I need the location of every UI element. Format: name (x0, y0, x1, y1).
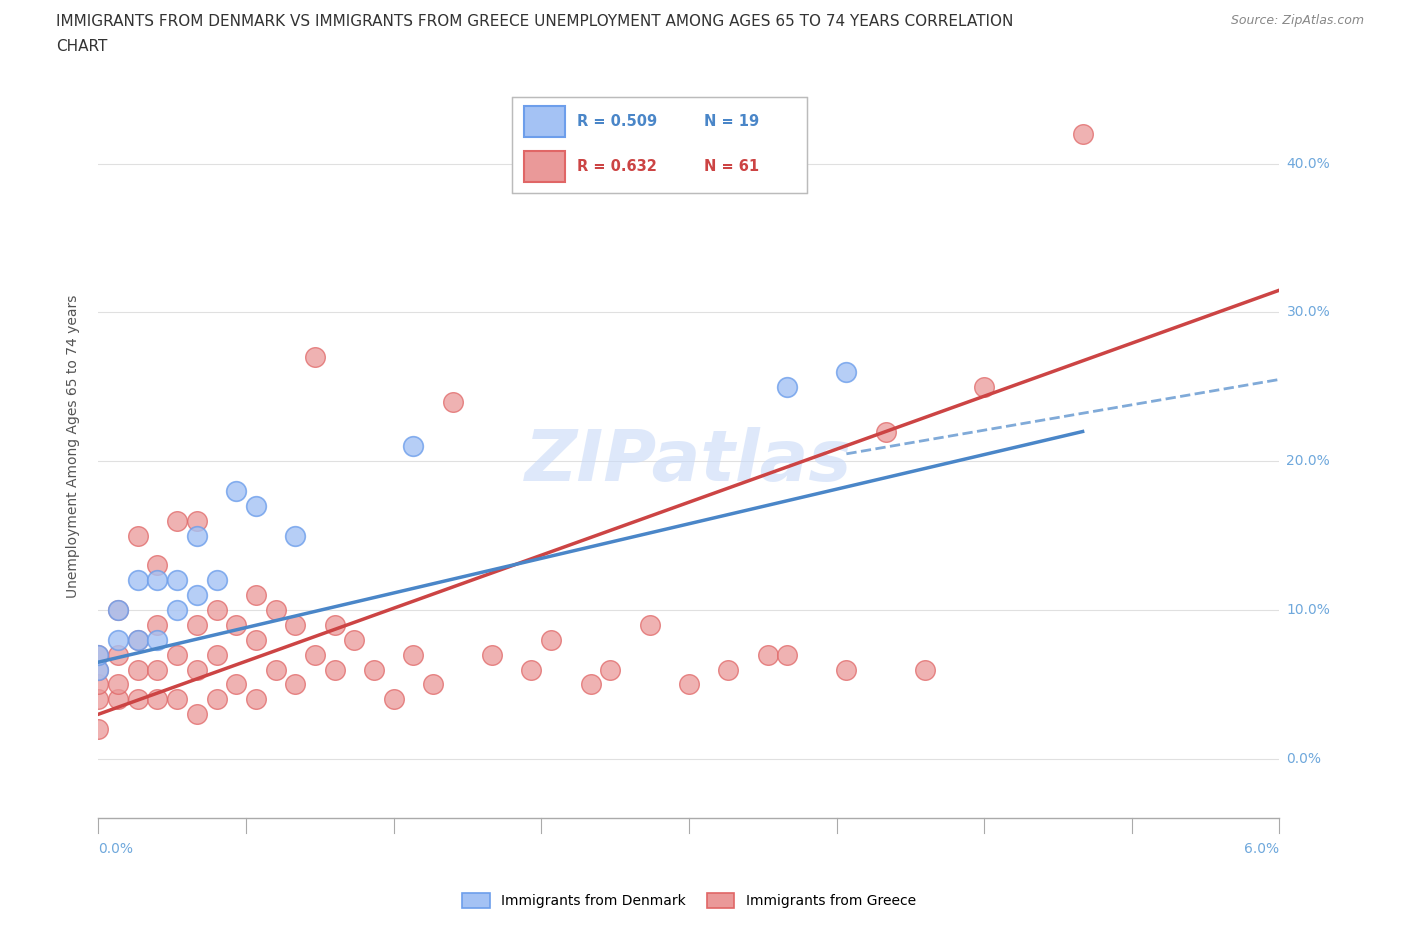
Point (87, 722, 110, 737)
Point (127, 632, 149, 647)
Text: 0.0%: 0.0% (1286, 751, 1322, 766)
Text: Source: ZipAtlas.com: Source: ZipAtlas.com (1230, 14, 1364, 27)
Point (678, 677, 700, 692)
Point (186, 662, 208, 677)
Point (166, 647, 188, 662)
Point (579, 677, 602, 692)
Point (107, 603, 129, 618)
Point (186, 528, 208, 543)
Point (284, 528, 307, 543)
Point (107, 677, 129, 692)
Text: IMMIGRANTS FROM DENMARK VS IMMIGRANTS FROM GREECE UNEMPLOYMENT AMONG AGES 65 TO : IMMIGRANTS FROM DENMARK VS IMMIGRANTS FR… (56, 14, 1014, 29)
Point (127, 662, 149, 677)
Point (441, 394, 464, 409)
Legend: Immigrants from Denmark, Immigrants from Greece: Immigrants from Denmark, Immigrants from… (457, 888, 921, 914)
Point (127, 528, 149, 543)
Text: 0.0%: 0.0% (98, 842, 134, 856)
Point (87, 662, 110, 677)
Text: 10.0%: 10.0% (1286, 603, 1330, 618)
Point (186, 588, 208, 603)
Point (323, 662, 346, 677)
Point (205, 647, 228, 662)
Point (382, 692, 405, 707)
Point (127, 692, 149, 707)
Point (875, 424, 897, 439)
Point (87, 677, 110, 692)
Point (363, 662, 385, 677)
Point (776, 647, 799, 662)
Point (835, 662, 858, 677)
Point (107, 603, 129, 618)
Point (1071, 126, 1094, 141)
Point (186, 707, 208, 722)
Point (835, 365, 858, 379)
Point (107, 647, 129, 662)
Text: 40.0%: 40.0% (1286, 156, 1330, 171)
Point (146, 632, 169, 647)
Point (245, 692, 267, 707)
Point (87, 662, 110, 677)
Point (422, 677, 444, 692)
Point (304, 350, 326, 365)
Point (205, 603, 228, 618)
Point (717, 662, 740, 677)
Point (520, 662, 543, 677)
Point (323, 618, 346, 632)
Point (284, 618, 307, 632)
Text: CHART: CHART (56, 39, 108, 54)
Point (87, 647, 110, 662)
Point (402, 439, 425, 454)
Point (599, 662, 621, 677)
Point (205, 692, 228, 707)
Point (264, 603, 287, 618)
Point (186, 513, 208, 528)
Point (107, 692, 129, 707)
Point (166, 603, 188, 618)
Point (245, 588, 267, 603)
Point (264, 662, 287, 677)
Point (87, 647, 110, 662)
Point (284, 677, 307, 692)
Point (973, 379, 995, 394)
Point (127, 573, 149, 588)
Point (166, 573, 188, 588)
Point (914, 662, 936, 677)
Point (225, 618, 247, 632)
Point (186, 618, 208, 632)
Point (146, 692, 169, 707)
Point (205, 573, 228, 588)
Point (481, 647, 503, 662)
Point (107, 632, 129, 647)
Point (776, 379, 799, 394)
Point (756, 647, 779, 662)
Point (87, 692, 110, 707)
Point (402, 647, 425, 662)
Point (146, 618, 169, 632)
Point (127, 632, 149, 647)
Point (343, 632, 366, 647)
Point (146, 573, 169, 588)
Text: 30.0%: 30.0% (1286, 305, 1330, 320)
Point (638, 618, 661, 632)
Point (304, 647, 326, 662)
Text: ZIPatlas: ZIPatlas (526, 427, 852, 496)
Point (146, 558, 169, 573)
Point (166, 692, 188, 707)
Point (146, 662, 169, 677)
Point (540, 632, 562, 647)
Y-axis label: Unemployment Among Ages 65 to 74 years: Unemployment Among Ages 65 to 74 years (66, 295, 80, 598)
Point (245, 632, 267, 647)
Point (166, 513, 188, 528)
Point (225, 677, 247, 692)
Point (245, 498, 267, 513)
Text: 6.0%: 6.0% (1244, 842, 1279, 856)
Text: 20.0%: 20.0% (1286, 454, 1330, 469)
Point (225, 484, 247, 498)
